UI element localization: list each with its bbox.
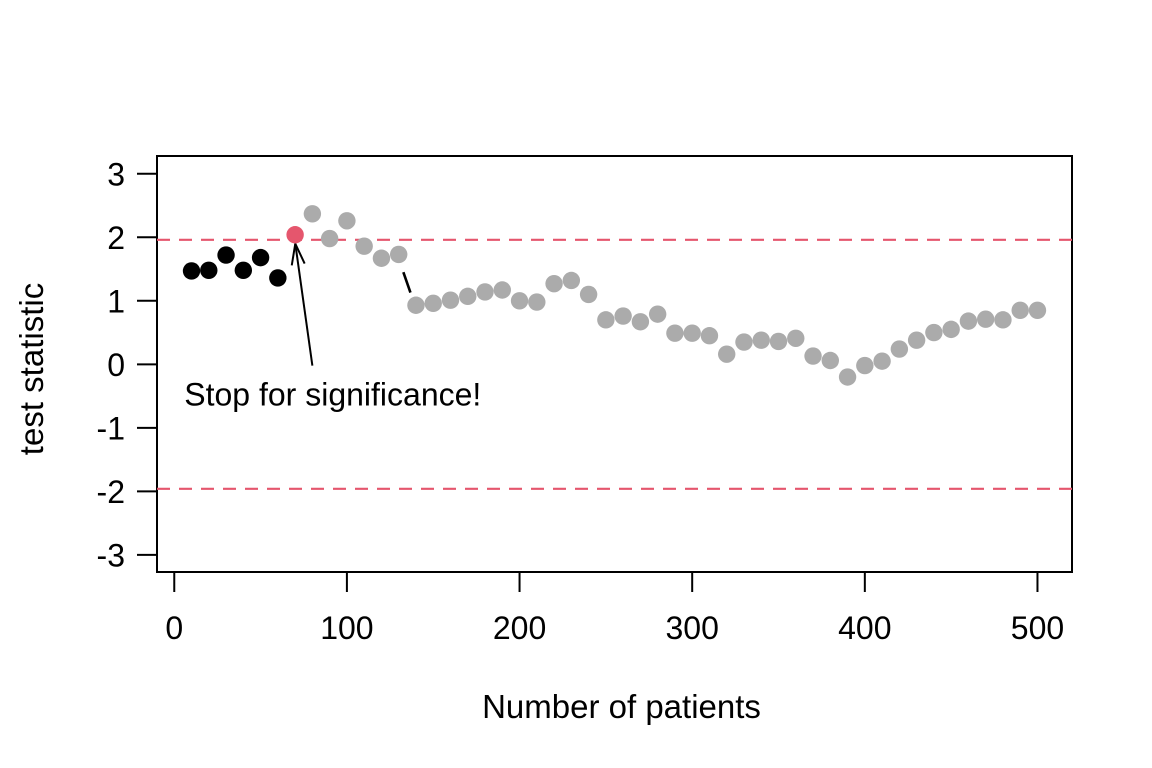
y-axis-tick-label: -1 <box>97 410 125 446</box>
drop-segment <box>402 271 412 293</box>
x-axis-tick-label: 300 <box>665 610 718 646</box>
data-point <box>1011 301 1029 320</box>
data-point <box>631 313 650 331</box>
data-point <box>718 345 736 363</box>
annotation-arrowhead-barb <box>290 243 297 266</box>
data-point <box>269 269 287 287</box>
data-point <box>838 368 857 386</box>
data-point <box>338 212 356 230</box>
data-point <box>907 331 926 349</box>
x-axis-tick-label: 200 <box>493 610 546 646</box>
x-axis-tick-label: 100 <box>320 610 373 646</box>
data-point <box>545 274 563 293</box>
data-point <box>856 356 874 375</box>
data-point <box>182 262 201 280</box>
data-point <box>251 248 270 267</box>
data-point <box>597 311 615 329</box>
plot-box <box>156 155 1073 573</box>
data-point <box>804 347 822 365</box>
data-point <box>510 292 529 310</box>
data-point <box>925 323 943 342</box>
data-point <box>234 261 253 280</box>
data-point <box>614 307 632 325</box>
annotation-label: Stop for significance! <box>184 377 481 413</box>
y-axis-tick-label: -3 <box>97 537 125 573</box>
data-point <box>493 281 511 299</box>
data-point <box>476 283 494 301</box>
x-axis-tick-label: 500 <box>1011 610 1064 646</box>
data-point <box>424 294 442 313</box>
data-point <box>217 246 235 264</box>
data-point <box>648 305 667 323</box>
data-point <box>769 332 788 351</box>
data-point <box>407 296 425 314</box>
stop-point <box>286 226 304 244</box>
data-point <box>890 340 909 358</box>
y-axis-tick-label: 3 <box>107 156 125 192</box>
y-axis-tick-label: 0 <box>107 347 125 383</box>
data-point <box>821 351 840 370</box>
data-point <box>441 291 460 309</box>
y-axis-tick-label: -2 <box>97 474 125 510</box>
annotation-arrow-shaft <box>294 243 314 366</box>
data-point <box>787 329 805 347</box>
data-point <box>959 312 978 330</box>
data-point <box>320 229 339 248</box>
data-point <box>735 333 753 351</box>
data-point <box>355 237 373 255</box>
data-point <box>683 324 701 342</box>
data-point <box>200 261 218 280</box>
y-axis-label: test statistic <box>13 283 50 455</box>
x-axis-tick-label: 0 <box>165 610 183 646</box>
y-axis-tick-label: 1 <box>107 283 125 319</box>
x-axis-label: Number of patients <box>482 688 761 725</box>
data-point <box>942 320 960 339</box>
data-point <box>700 327 719 345</box>
data-point <box>976 310 995 328</box>
data-point <box>994 311 1012 329</box>
data-point <box>666 324 684 342</box>
data-point <box>1028 301 1047 320</box>
data-point <box>389 245 408 264</box>
data-point <box>528 293 546 311</box>
data-point <box>372 249 391 267</box>
data-point <box>579 285 598 304</box>
data-point <box>752 331 770 349</box>
y-axis-tick-label: 2 <box>107 220 125 256</box>
data-point <box>459 287 477 306</box>
data-point <box>303 205 322 223</box>
x-axis-tick-label: 400 <box>838 610 891 646</box>
annotation-arrowhead-barb <box>294 243 306 264</box>
data-point <box>873 352 891 370</box>
data-point <box>562 271 581 290</box>
